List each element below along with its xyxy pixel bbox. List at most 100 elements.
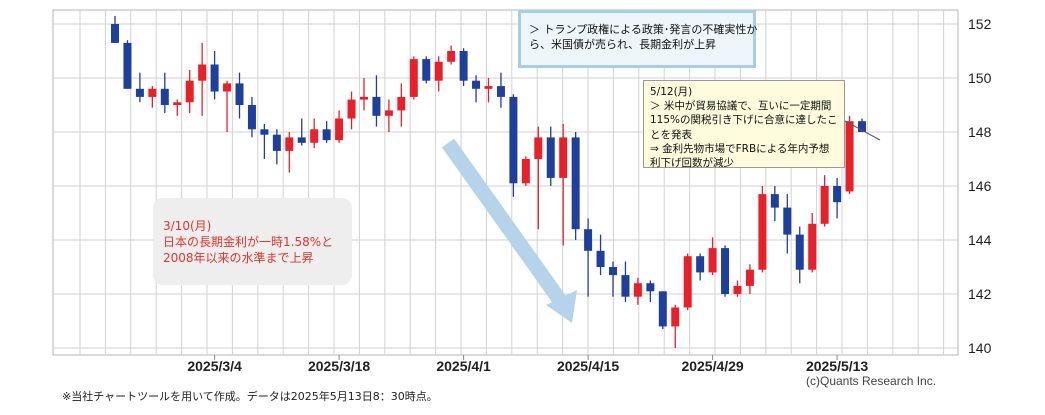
footnote: ※当社チャートツールを用いて作成。データは2025年5月13日8：30時点。 bbox=[62, 390, 438, 403]
candle-body bbox=[447, 51, 456, 62]
candle-body bbox=[310, 129, 319, 143]
x-tick-label: 2025/3/18 bbox=[308, 358, 370, 374]
candle-body bbox=[347, 99, 356, 119]
candle bbox=[820, 175, 829, 227]
candle bbox=[409, 56, 418, 100]
candle-body bbox=[210, 64, 219, 92]
candle bbox=[198, 42, 207, 116]
annotation-line: ⇒ 金利先物市場でFRBによる年内予想 bbox=[650, 142, 830, 155]
candle-body bbox=[260, 129, 269, 135]
candle-body bbox=[123, 42, 132, 89]
candle-body bbox=[596, 250, 605, 267]
candle bbox=[360, 78, 368, 111]
annotation-line: 日本の長期金利が一時1.58%と bbox=[163, 235, 334, 250]
candle bbox=[347, 91, 356, 130]
annotation-line: ＞ トランプ政権による政策･発言の不確実性か bbox=[529, 23, 758, 36]
candle-body bbox=[783, 207, 792, 235]
y-tick-label: 150 bbox=[968, 70, 992, 86]
candle-body bbox=[198, 64, 207, 81]
candle-body bbox=[472, 80, 481, 89]
candle-body bbox=[820, 186, 829, 224]
annotation-line: 2008年以来の水準まで上昇 bbox=[163, 251, 314, 266]
candle bbox=[111, 15, 119, 43]
candle bbox=[135, 72, 144, 103]
candle-body bbox=[509, 96, 518, 184]
candle-body bbox=[160, 88, 169, 105]
y-tick-label: 146 bbox=[968, 178, 992, 194]
candle-body bbox=[409, 59, 418, 97]
candle-body bbox=[272, 134, 281, 151]
candle bbox=[123, 40, 132, 89]
x-tick-label: 2025/4/29 bbox=[681, 358, 743, 374]
candle bbox=[696, 253, 705, 281]
candle bbox=[633, 277, 642, 305]
candle-body bbox=[397, 96, 406, 111]
candle bbox=[272, 129, 281, 165]
candle bbox=[148, 86, 157, 108]
trump-policy-annotation: ＞ トランプ政権による政策･発言の不確実性か ら、米国債が売られ、長期金利が上昇 bbox=[518, 10, 758, 68]
candle-body bbox=[135, 88, 144, 97]
candle-body bbox=[546, 137, 555, 178]
candle-body bbox=[571, 137, 580, 230]
candle-body bbox=[745, 269, 754, 286]
y-tick-label: 152 bbox=[968, 16, 992, 32]
candle bbox=[546, 126, 555, 186]
candle bbox=[434, 56, 443, 92]
candle bbox=[335, 110, 344, 143]
candle bbox=[247, 96, 256, 138]
x-tick-label: 2025/4/15 bbox=[557, 358, 619, 374]
may12-annotation: 5/12(月) ＞ 米中が貿易協議で、互いに一定期間 115%の関税引き下げに合… bbox=[643, 80, 845, 169]
candle bbox=[310, 118, 319, 149]
candle-body bbox=[297, 137, 306, 143]
candle bbox=[584, 218, 593, 297]
candle bbox=[671, 304, 680, 348]
candle-body bbox=[795, 234, 804, 270]
candles bbox=[111, 15, 866, 348]
candle-body bbox=[111, 24, 119, 43]
annotation-line: 利下げ回数が減少 bbox=[650, 156, 734, 169]
candle-body bbox=[185, 80, 194, 103]
candle-body bbox=[173, 102, 182, 105]
candle bbox=[322, 121, 331, 143]
candle-body bbox=[360, 96, 368, 100]
candle bbox=[472, 75, 481, 103]
candle-body bbox=[148, 88, 157, 97]
annotation-line: 5/12(月) bbox=[650, 86, 693, 98]
candle bbox=[210, 51, 219, 100]
y-axis-ticks: 140 142 144 146 148 150 152 bbox=[968, 16, 992, 356]
candle bbox=[770, 186, 779, 222]
candle bbox=[745, 264, 754, 294]
candle-body bbox=[496, 86, 505, 97]
candle-body bbox=[459, 51, 468, 81]
candle bbox=[733, 280, 742, 297]
candle-body bbox=[633, 283, 642, 297]
candle-body bbox=[858, 121, 866, 132]
candle-body bbox=[721, 248, 730, 294]
candle bbox=[683, 253, 692, 311]
candle bbox=[459, 48, 468, 87]
y-tick-label: 148 bbox=[968, 124, 992, 140]
candle bbox=[559, 123, 568, 246]
candle-body bbox=[808, 223, 817, 270]
candle-body bbox=[322, 129, 331, 141]
candle-body bbox=[708, 248, 717, 273]
annotation-line: 3/10(月) bbox=[163, 219, 212, 233]
candle bbox=[496, 72, 505, 108]
candle bbox=[223, 80, 232, 132]
candle-body bbox=[559, 137, 568, 178]
candle-body bbox=[646, 283, 655, 292]
candle-body bbox=[521, 159, 530, 184]
candle bbox=[783, 194, 792, 254]
candle bbox=[721, 245, 730, 297]
down-trend-arrow bbox=[441, 138, 577, 323]
annotation-line: とを発表 bbox=[650, 128, 692, 141]
candle bbox=[621, 261, 630, 303]
x-axis-ticks: 2025/3/4 2025/3/18 2025/4/1 2025/4/15 2025/4… bbox=[187, 355, 868, 374]
candle-body bbox=[247, 105, 256, 130]
x-tick-label: 2025/5/13 bbox=[806, 358, 868, 374]
candle bbox=[833, 177, 842, 219]
candle bbox=[160, 72, 169, 114]
candle bbox=[521, 156, 530, 186]
annotation-line: ら、米国債が売られ、長期金利が上昇 bbox=[529, 37, 717, 51]
